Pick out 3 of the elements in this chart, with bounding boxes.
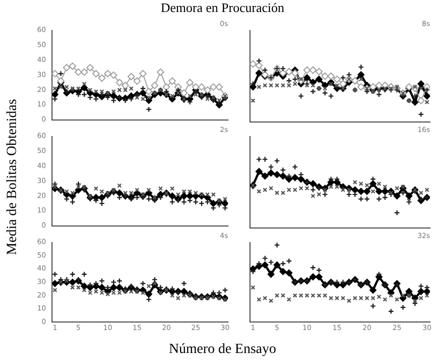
y-axis-title: Media de Bolitas Obtenidas bbox=[4, 98, 21, 257]
x-axis-title: Número de Ensayo bbox=[168, 341, 278, 359]
chart-title: Demora en Procuración bbox=[160, 0, 286, 16]
